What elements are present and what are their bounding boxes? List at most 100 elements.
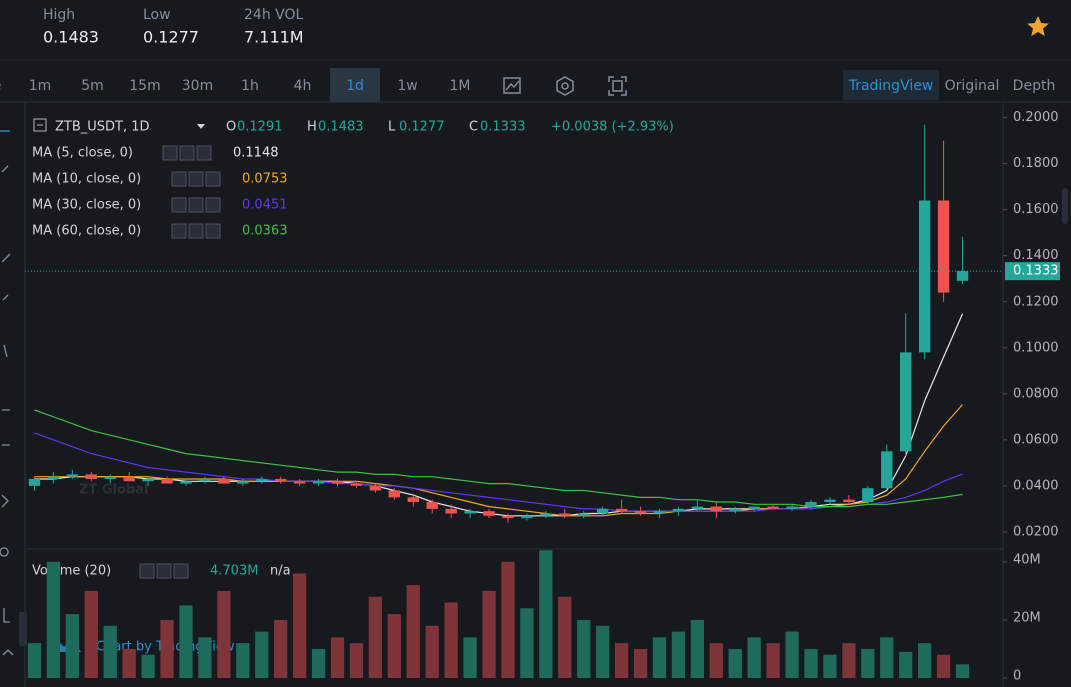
y-tick-label: 0.0200 (1013, 524, 1059, 539)
volume-bar (690, 619, 704, 678)
legend-icon[interactable] (188, 223, 204, 239)
favorite-star[interactable] (1027, 16, 1049, 36)
collapse-legend[interactable] (33, 118, 47, 132)
candle-body (199, 478, 211, 482)
legend-icon[interactable] (171, 171, 187, 187)
volume-bar (482, 590, 496, 678)
volume-bar (671, 631, 686, 678)
candle-body (275, 478, 287, 482)
volume-value: 4.703M (210, 564, 258, 579)
volume-bar (160, 619, 174, 678)
legend-icon[interactable] (188, 171, 204, 187)
view-button[interactable]: Original (945, 78, 1000, 94)
volume-bar (955, 664, 970, 678)
collapse-button[interactable] (19, 612, 27, 646)
y-tick-label: 0.1600 (1013, 202, 1059, 217)
interval-button[interactable]: 30m (182, 78, 213, 94)
active-view (843, 70, 939, 100)
indicator-icon[interactable] (503, 77, 521, 94)
legend-icon[interactable] (188, 197, 204, 213)
change: +0.0038 (+2.93%) (551, 120, 674, 135)
legend-icon[interactable] (171, 223, 187, 239)
interval-button[interactable]: 15m (129, 78, 160, 94)
candle-body (937, 200, 950, 293)
candle-body (293, 481, 306, 484)
legend-icon[interactable] (171, 197, 187, 213)
stat-value: 0.1483 (43, 28, 99, 47)
candle-body (407, 497, 419, 502)
interval-button[interactable]: 1M (450, 78, 471, 94)
volume-bar (936, 654, 951, 678)
candle-body (824, 499, 836, 502)
indicator-icon-line (505, 80, 520, 91)
volume-bar (293, 573, 307, 678)
stat-label: High (43, 7, 75, 23)
candle-body (331, 481, 344, 484)
volume-bar (823, 654, 837, 678)
y-tick-label: 0.0400 (1013, 478, 1059, 493)
legend-icon[interactable] (179, 145, 195, 161)
candle-body (28, 478, 41, 486)
legend-icon[interactable] (205, 223, 221, 239)
legend-icon[interactable] (173, 563, 189, 579)
volume-bar (728, 648, 742, 678)
legend-icon[interactable] (139, 563, 155, 579)
interval-button[interactable]: 4h (294, 78, 312, 94)
view-button[interactable]: TradingView (848, 78, 934, 94)
candle-body (881, 451, 893, 489)
interval-button[interactable]: 1w (397, 78, 417, 94)
toolbar-clipped: e (0, 78, 1, 94)
ma-value: 0.1148 (233, 146, 279, 161)
ma-line (34, 432, 963, 512)
scrollbar[interactable] (1062, 188, 1068, 224)
volume-bar (349, 643, 364, 678)
current-price-label: 0.1333 (1013, 264, 1059, 279)
volume-bar (463, 637, 477, 678)
ma-value: 0.0451 (242, 198, 288, 213)
volume-bar (539, 550, 553, 678)
candle-body (843, 499, 855, 502)
legend-icon[interactable] (205, 197, 221, 213)
volume-bar (577, 619, 591, 678)
interval-button[interactable]: 1h (241, 78, 259, 94)
candle-body (521, 515, 533, 519)
ma-value: 0.0363 (242, 224, 288, 239)
view-button[interactable]: Depth (1013, 78, 1056, 94)
candle-body (805, 501, 817, 507)
volume-bar (198, 637, 212, 678)
candle-body (710, 506, 722, 512)
settings-icon[interactable] (556, 76, 574, 96)
volume-bar (880, 637, 894, 678)
legend-icon[interactable] (196, 145, 212, 161)
fullscreen-icon[interactable] (608, 76, 627, 96)
volume-bar (444, 602, 458, 678)
legend-icon[interactable] (205, 171, 221, 187)
toolbar-icons (503, 76, 627, 96)
legend-icon[interactable] (156, 563, 172, 579)
candle-body (615, 508, 628, 512)
chart-title: ZTB_USDT, 1D (55, 120, 150, 135)
volume-bar (785, 631, 799, 678)
ma-line (34, 404, 963, 517)
volume-bar (65, 614, 79, 678)
candle-body (540, 513, 552, 516)
candle-body (104, 476, 116, 479)
legend-icon[interactable] (162, 145, 178, 161)
volume-bar (179, 605, 193, 678)
candle-body (464, 511, 476, 514)
interval-button[interactable]: 5m (81, 78, 104, 94)
candle-body (47, 476, 60, 479)
candle-body (767, 506, 779, 509)
fullscreen-icon-inner (612, 80, 623, 92)
volume-bar (861, 648, 875, 678)
volume-bar (84, 590, 98, 678)
candle-body (786, 506, 798, 509)
ohlc-value: 0.1277 (399, 120, 445, 135)
volume-bar (747, 637, 761, 678)
sidebar-icon[interactable] (0, 165, 14, 656)
dropdown-arrow[interactable] (197, 124, 205, 129)
interval-button[interactable]: 1d (346, 78, 364, 94)
settings-icon-core (561, 82, 569, 90)
interval-button[interactable]: 1m (29, 78, 52, 94)
